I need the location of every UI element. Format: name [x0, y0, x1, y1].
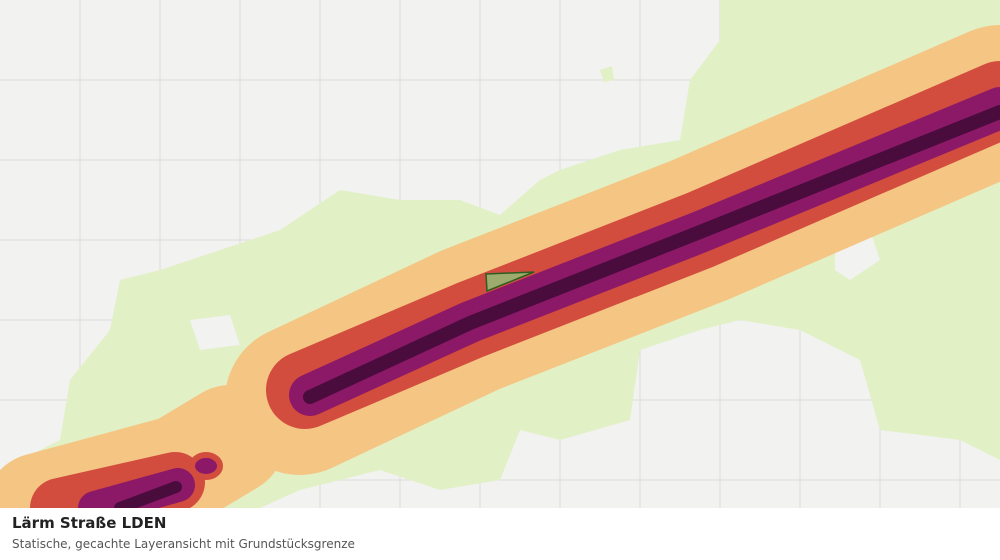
map-canvas: [0, 0, 1000, 508]
noise-bands: [0, 25, 1000, 508]
parcel-boundary[interactable]: [485, 271, 535, 293]
layer-title: Lärm Straße LDEN: [12, 514, 167, 532]
legend-panel: Lärm Straße LDEN Statische, gecachte Lay…: [0, 508, 1000, 560]
layer-subtitle: Statische, gecachte Layeransicht mit Gru…: [12, 537, 355, 551]
